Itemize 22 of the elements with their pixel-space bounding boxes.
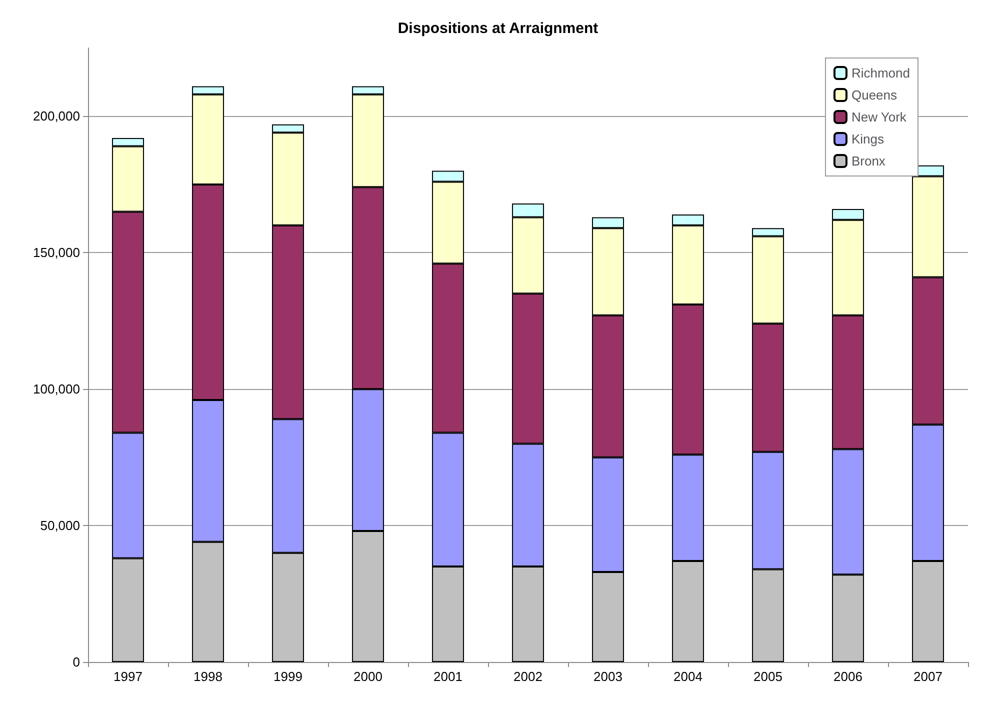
legend-label: New York xyxy=(851,110,907,124)
y-tick-label: 150,000 xyxy=(33,245,80,260)
x-tick-label: 2000 xyxy=(354,669,382,684)
x-tick-label: 2007 xyxy=(914,669,942,684)
x-tick-label: 2003 xyxy=(594,669,622,684)
x-tick-label: 2006 xyxy=(834,669,862,684)
x-tick-label: 2002 xyxy=(514,669,542,684)
x-tick-label: 2001 xyxy=(434,669,462,684)
x-tick-label: 2004 xyxy=(674,669,702,684)
legend-label: Bronx xyxy=(851,154,886,168)
x-tick-label: 1998 xyxy=(194,669,222,684)
y-tick-label: 100,000 xyxy=(33,382,80,397)
legend-label: Kings xyxy=(851,132,884,146)
chart-title: Dispositions at Arraignment xyxy=(398,20,598,37)
legend-label: Queens xyxy=(851,88,898,102)
y-tick-label: 50,000 xyxy=(40,518,80,534)
x-tick-label: 1997 xyxy=(114,669,142,684)
x-tick-label: 1999 xyxy=(274,669,302,684)
legend-label: Richmond xyxy=(851,66,910,80)
y-tick-label: 0 xyxy=(72,654,80,670)
x-tick-label: 2005 xyxy=(754,669,782,684)
y-tick-label: 200,000 xyxy=(33,108,80,124)
